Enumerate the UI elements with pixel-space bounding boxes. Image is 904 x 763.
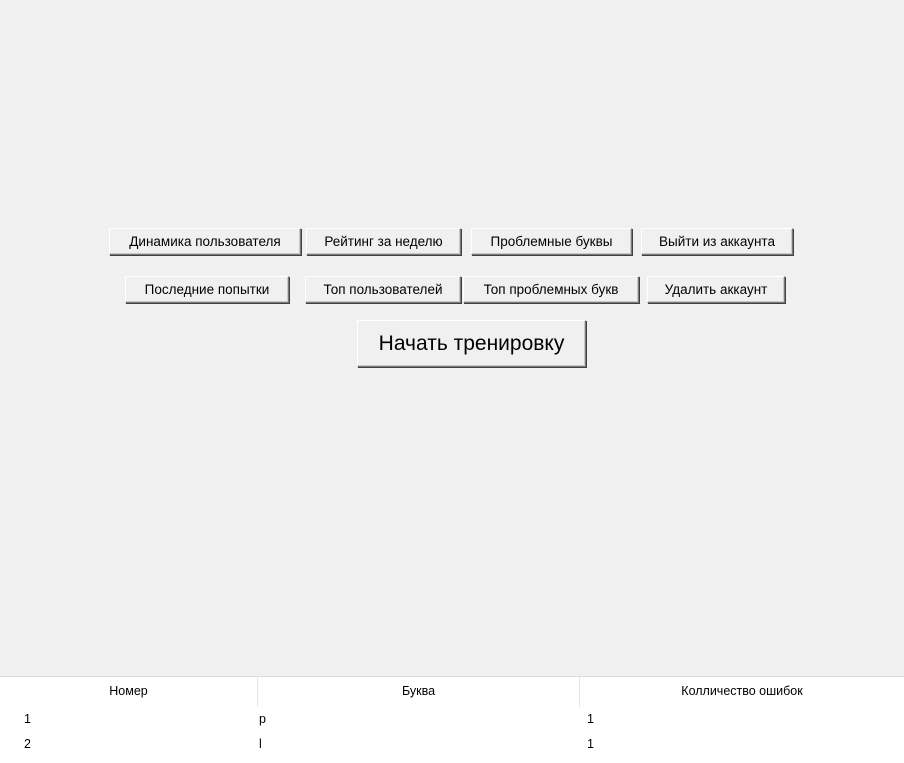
column-header-letter[interactable]: Буква [258,677,580,707]
table-header: Номер Буква Колличество ошибок [0,677,904,707]
top-problem-letters-button[interactable]: Топ проблемных букв [463,276,639,303]
top-users-button[interactable]: Топ пользователей [305,276,461,303]
column-header-error-count[interactable]: Колличество ошибок [681,684,803,698]
problem-letters-table: Номер Буква Колличество ошибок 1 p 1 2 l… [0,676,904,763]
column-header-number[interactable]: Номер [0,677,258,707]
cell-letter: l [259,737,262,751]
weekly-rating-button[interactable]: Рейтинг за неделю [306,228,461,255]
cell-error-count: 1 [587,737,594,751]
table-row[interactable]: 2 l 1 [0,732,904,757]
cell-error-count: 1 [587,712,594,726]
recent-attempts-button[interactable]: Последние попытки [125,276,289,303]
cell-number: 1 [24,712,31,726]
logout-button[interactable]: Выйти из аккаунта [641,228,793,255]
start-training-button[interactable]: Начать тренировку [357,320,586,367]
problem-letters-button[interactable]: Проблемные буквы [471,228,632,255]
delete-account-button[interactable]: Удалить аккаунт [647,276,785,303]
cell-number: 2 [24,737,31,751]
user-dynamics-button[interactable]: Динамика пользователя [109,228,301,255]
cell-letter: p [259,712,266,726]
table-row[interactable]: 1 p 1 [0,707,904,732]
